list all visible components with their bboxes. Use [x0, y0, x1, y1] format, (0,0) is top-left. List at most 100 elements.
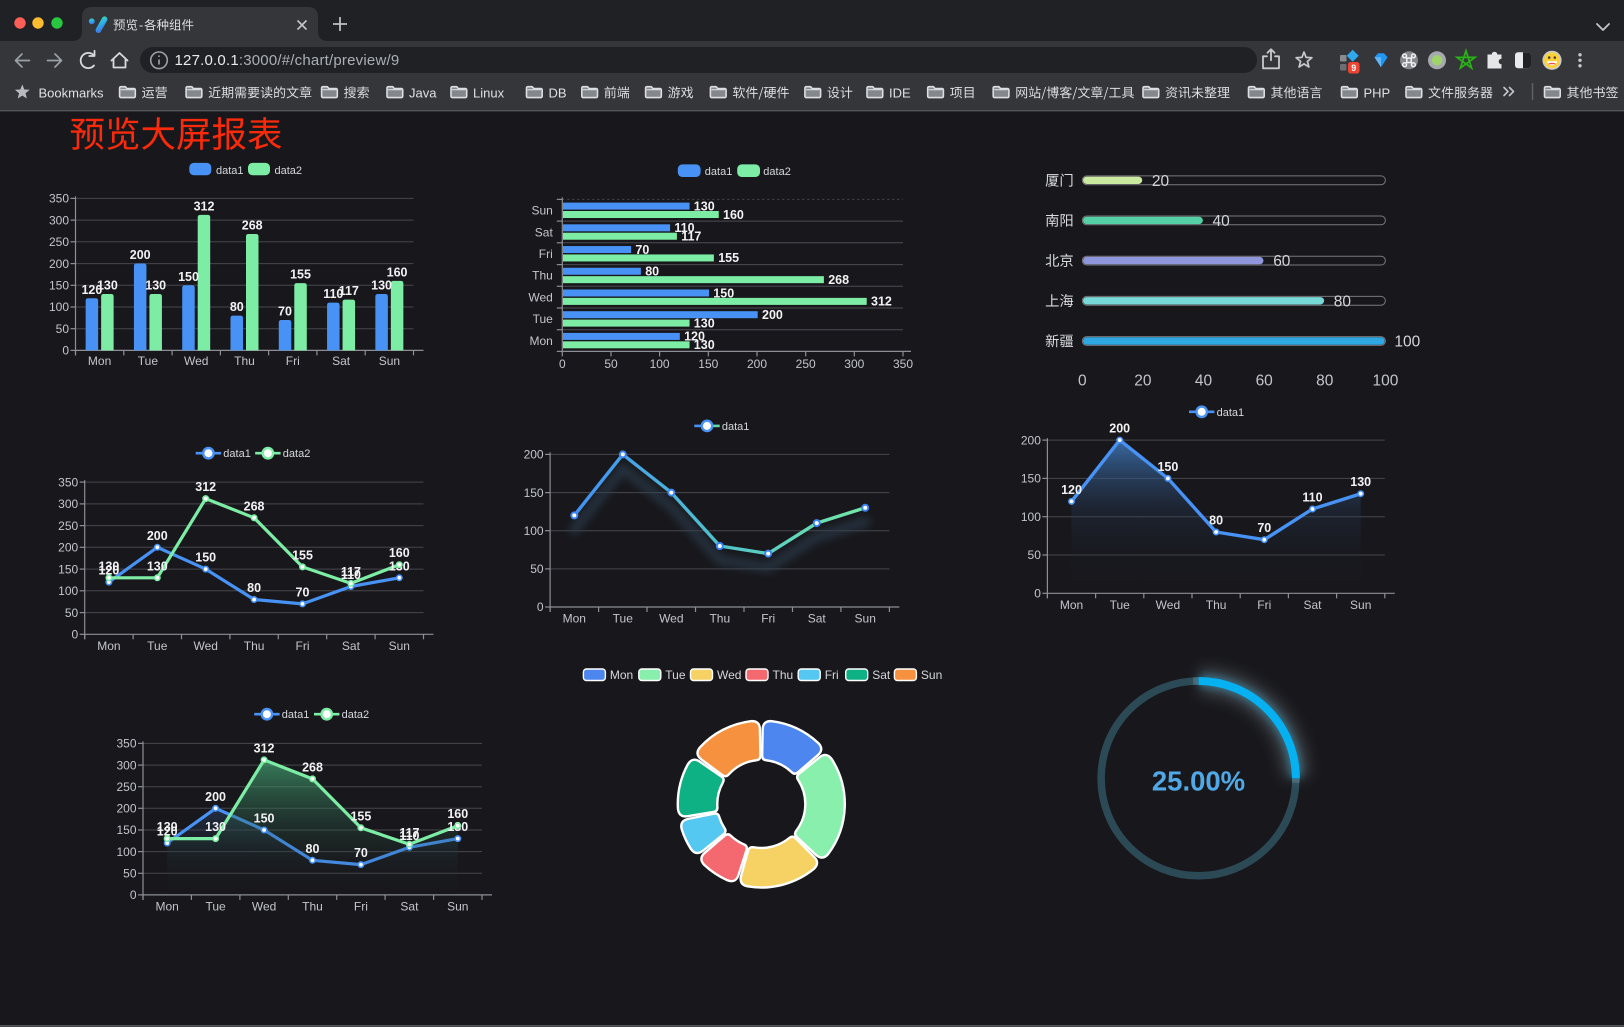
svg-text:Mon: Mon: [610, 668, 633, 682]
svg-text:120: 120: [684, 330, 705, 344]
svg-text:Thu: Thu: [773, 668, 794, 682]
svg-text:0: 0: [559, 357, 566, 371]
svg-text:Wed: Wed: [717, 668, 741, 682]
svg-text:117: 117: [681, 230, 701, 244]
svg-text:Fri: Fri: [539, 247, 553, 261]
svg-text:300: 300: [58, 497, 78, 511]
svg-text:9: 9: [1351, 63, 1356, 73]
svg-text:250: 250: [49, 235, 69, 249]
svg-text:200: 200: [747, 357, 767, 371]
svg-text:120: 120: [81, 283, 102, 297]
svg-text:Fri: Fri: [286, 354, 300, 368]
svg-text:100: 100: [1372, 373, 1398, 390]
svg-text:Thu: Thu: [244, 639, 265, 653]
svg-text:155: 155: [290, 268, 311, 282]
svg-text:130: 130: [157, 820, 178, 834]
svg-text:150: 150: [1021, 472, 1041, 486]
svg-text:Sun: Sun: [855, 612, 876, 626]
svg-text:0: 0: [62, 344, 69, 358]
svg-text:70: 70: [635, 243, 649, 257]
svg-text:Linux: Linux: [473, 85, 505, 100]
svg-text:80: 80: [1316, 373, 1334, 390]
svg-text:Bookmarks: Bookmarks: [39, 85, 105, 100]
svg-text:312: 312: [254, 741, 275, 755]
svg-text:data2: data2: [342, 709, 370, 721]
svg-text:Sun: Sun: [531, 204, 552, 218]
svg-text:Sat: Sat: [872, 668, 891, 682]
svg-text:155: 155: [718, 251, 739, 265]
svg-text:80: 80: [1209, 514, 1223, 528]
svg-text:Sun: Sun: [379, 354, 400, 368]
svg-text:200: 200: [1109, 422, 1130, 436]
svg-text:data2: data2: [763, 166, 791, 178]
svg-text:50: 50: [65, 606, 79, 620]
svg-text:200: 200: [205, 790, 226, 804]
svg-text:0: 0: [72, 628, 79, 642]
svg-text:Mon: Mon: [156, 899, 179, 913]
svg-text:110: 110: [323, 287, 343, 301]
svg-text:130: 130: [98, 559, 119, 573]
svg-text:data1: data1: [223, 448, 251, 460]
svg-text:50: 50: [123, 867, 137, 881]
svg-text:130: 130: [205, 820, 226, 834]
svg-text:160: 160: [447, 807, 468, 821]
svg-text:Sun: Sun: [389, 639, 410, 653]
svg-text:160: 160: [387, 265, 408, 279]
svg-text:Tue: Tue: [533, 312, 554, 326]
svg-text:150: 150: [178, 270, 199, 284]
svg-text:0: 0: [1034, 587, 1041, 601]
svg-text:100: 100: [650, 357, 670, 371]
svg-text:130: 130: [147, 559, 168, 573]
svg-text:Java: Java: [409, 85, 437, 100]
svg-text:20: 20: [1152, 173, 1170, 190]
svg-text:Thu: Thu: [234, 354, 255, 368]
svg-text:25.00%: 25.00%: [1152, 765, 1245, 796]
svg-text:150: 150: [195, 551, 216, 565]
svg-text:312: 312: [195, 480, 216, 494]
svg-text:130: 130: [97, 279, 118, 293]
svg-text:312: 312: [871, 295, 892, 309]
svg-text:Tue: Tue: [613, 612, 634, 626]
svg-text:80: 80: [645, 265, 659, 279]
svg-text:data1: data1: [722, 421, 750, 433]
svg-text:-: -: [139, 19, 143, 33]
svg-text:data1: data1: [282, 709, 310, 721]
svg-text:110: 110: [341, 568, 361, 582]
svg-text:150: 150: [254, 812, 275, 826]
svg-text:Fri: Fri: [296, 639, 310, 653]
svg-text:0: 0: [130, 888, 137, 902]
svg-text:Sat: Sat: [342, 639, 361, 653]
svg-text:data1: data1: [216, 165, 244, 177]
svg-text:70: 70: [1257, 521, 1271, 535]
svg-text:200: 200: [130, 248, 151, 262]
svg-text:DB: DB: [549, 85, 567, 100]
svg-text:100: 100: [116, 845, 136, 859]
svg-text:80: 80: [306, 842, 320, 856]
svg-text:50: 50: [56, 322, 70, 336]
svg-text:70: 70: [296, 585, 310, 599]
svg-text:50: 50: [1028, 548, 1042, 562]
svg-text:100: 100: [1394, 334, 1420, 351]
svg-text:0: 0: [537, 600, 544, 614]
svg-text:150: 150: [1157, 460, 1178, 474]
svg-text:Wed: Wed: [659, 612, 683, 626]
svg-text:Fri: Fri: [825, 668, 839, 682]
svg-text:Wed: Wed: [1156, 598, 1180, 612]
svg-text:300: 300: [49, 213, 69, 227]
svg-text:Mon: Mon: [529, 334, 552, 348]
svg-text:Thu: Thu: [302, 899, 323, 913]
svg-text:data1: data1: [1217, 407, 1245, 419]
svg-text:Mon: Mon: [88, 354, 111, 368]
svg-text:Wed: Wed: [184, 354, 208, 368]
svg-text:130: 130: [694, 338, 715, 352]
svg-text:160: 160: [389, 546, 410, 560]
svg-text:350: 350: [116, 737, 136, 751]
svg-text:117: 117: [341, 565, 361, 579]
svg-text:200: 200: [58, 541, 78, 555]
svg-text:130: 130: [694, 199, 715, 213]
svg-text:200: 200: [1021, 433, 1041, 447]
svg-text:Sun: Sun: [921, 668, 942, 682]
svg-text:data2: data2: [275, 165, 303, 177]
svg-text:data1: data1: [705, 166, 733, 178]
svg-text:150: 150: [49, 279, 69, 293]
